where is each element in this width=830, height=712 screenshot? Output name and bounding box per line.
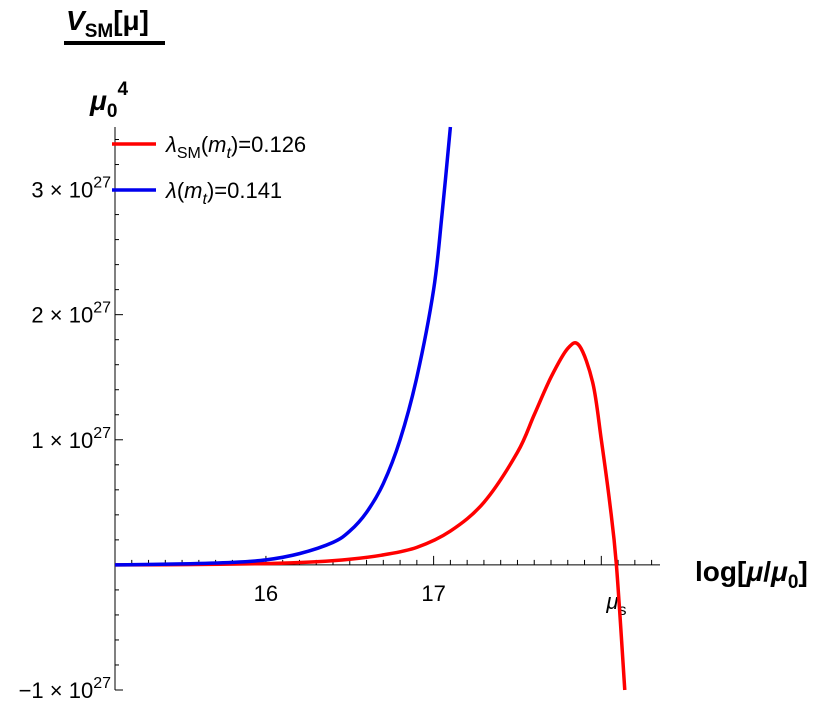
y-label-den-sub: 0 bbox=[107, 101, 118, 122]
y-label-sm: SM bbox=[85, 21, 114, 42]
x-label-slash: / bbox=[763, 556, 771, 587]
y-tick-label: −1 × 1027 bbox=[19, 675, 112, 703]
x-label-mu0: μ bbox=[770, 556, 788, 587]
x-axis-label: log[μ/μ0] bbox=[695, 556, 808, 593]
x-label-sub0: 0 bbox=[788, 572, 799, 593]
legend: λSM(mt)=0.126 λ(mt)=0.141 bbox=[112, 132, 306, 208]
legend-label-1: λ(mt)=0.141 bbox=[165, 178, 282, 208]
series-layer bbox=[114, 126, 627, 691]
x-label-suffix: ] bbox=[798, 556, 807, 587]
x-tick-label: 17 bbox=[421, 581, 445, 606]
svg-text:VSM[μ]: VSM[μ] bbox=[66, 5, 149, 42]
x-label-prefix: log[ bbox=[695, 556, 746, 587]
y-label-den-mu: μ bbox=[89, 85, 107, 116]
x-label-mu: μ bbox=[745, 556, 763, 587]
series-line-1 bbox=[114, 126, 453, 567]
y-tick-label: 2 × 1027 bbox=[31, 300, 111, 328]
y-axis-label: VSM[μ] μ04 bbox=[64, 5, 165, 122]
axes: −1 × 1027 1 × 1027 2 × 1027 3 × 1027 16 17 μs bbox=[19, 127, 660, 703]
y-tick-label: 3 × 1027 bbox=[31, 175, 111, 203]
x-tick-label: 16 bbox=[254, 581, 278, 606]
y-label-den-sup: 4 bbox=[117, 79, 128, 100]
legend-label-0: λSM(mt)=0.126 bbox=[165, 132, 306, 162]
svg-text:μ04: μ04 bbox=[89, 79, 128, 122]
y-tick-label: 1 × 1027 bbox=[31, 425, 111, 453]
series-line-0 bbox=[114, 341, 627, 691]
y-label-v: V bbox=[66, 5, 87, 36]
y-label-mu: [μ] bbox=[113, 5, 149, 36]
x-tick-label-mus: μs bbox=[605, 589, 626, 619]
